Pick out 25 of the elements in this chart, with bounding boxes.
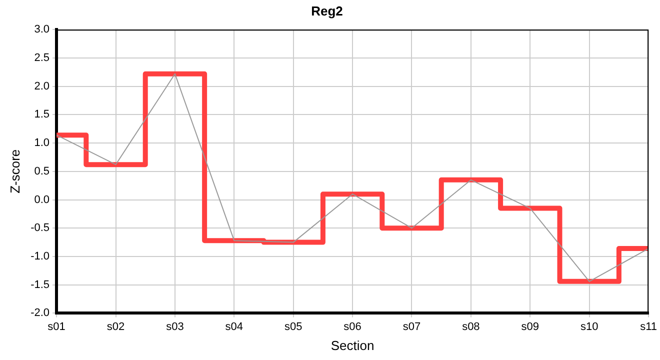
x-tick-label: s03 [166,320,184,333]
x-tick-label: s10 [580,320,598,333]
x-axis-title: Section [330,338,374,353]
y-tick-label: 1.0 [34,137,50,150]
chart-title: Reg2 [311,3,343,18]
y-axis-title: Z-score [7,149,22,194]
x-tick-label: s02 [106,320,125,333]
y-tick-label: 0.5 [34,165,50,178]
y-tick-label: -1.0 [30,250,50,263]
y-tick-label: 1.5 [34,108,50,121]
y-tick-label: -1.5 [30,278,50,291]
x-tick-label: s11 [640,320,657,333]
x-tick-label: s04 [225,320,244,333]
x-tick-label: s08 [462,320,480,333]
y-tick-label: 2.0 [34,80,50,92]
y-tick-label: -0.5 [30,222,50,234]
y-tick-label: 3.0 [34,24,50,36]
y-tick-label: 2.5 [34,52,50,64]
y-tick-label: 0.0 [34,194,50,206]
x-tick-label: s01 [48,320,66,333]
x-tick-label: s06 [344,320,362,333]
y-tick-label: -2.0 [30,307,50,320]
x-tick-label: s05 [284,320,302,333]
x-tick-label: s07 [402,320,421,333]
x-tick-label: s09 [521,320,540,333]
